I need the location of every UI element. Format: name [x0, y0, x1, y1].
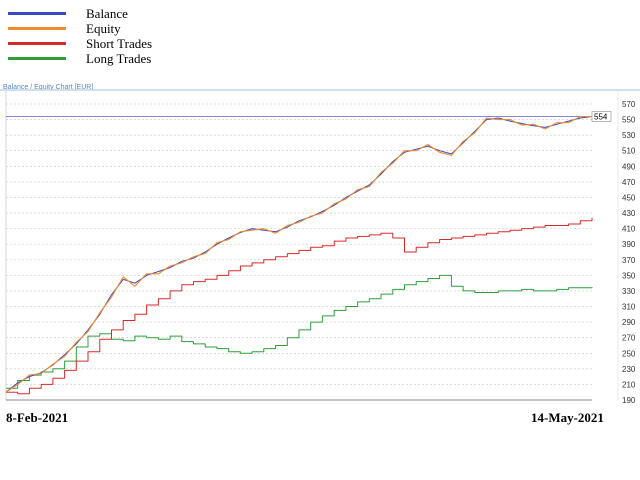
y-tick-label: 570 [622, 100, 636, 109]
y-tick-label: 310 [622, 303, 636, 312]
y-tick-label: 250 [622, 349, 636, 358]
legend-label-balance: Balance [86, 5, 128, 21]
series-line-short-trades [6, 217, 593, 395]
y-tick-label: 490 [622, 162, 636, 171]
current-value-marker: 554 [591, 111, 612, 122]
legend-item-equity: Equity [8, 21, 152, 36]
legend-swatch-short-trades [8, 42, 66, 45]
legend-label-equity: Equity [86, 20, 121, 36]
legend-item-balance: Balance [8, 6, 152, 21]
x-axis-start-date: 8-Feb-2021 [6, 410, 69, 425]
series-layer [5, 115, 593, 395]
y-tick-label: 270 [622, 334, 636, 343]
y-tick-label: 430 [622, 209, 636, 218]
current-value-label: 554 [594, 112, 608, 121]
legend-item-long-trades: Long Trades [8, 51, 152, 66]
y-tick-label: 370 [622, 256, 636, 265]
legend-swatch-equity [8, 27, 66, 30]
x-axis-end-date: 14-May-2021 [531, 410, 604, 425]
y-tick-label: 510 [622, 147, 636, 156]
series-line-balance [5, 116, 593, 393]
legend-item-short-trades: Short Trades [8, 36, 152, 51]
y-tick-label: 470 [622, 178, 636, 187]
y-tick-label: 290 [622, 318, 636, 327]
series-line-equity [5, 115, 592, 393]
y-tick-label: 390 [622, 240, 636, 249]
series-line-long-trades [6, 274, 593, 389]
legend-swatch-balance [8, 12, 66, 15]
y-tick-label: 210 [622, 380, 636, 389]
y-tick-label: 350 [622, 271, 636, 280]
y-tick-label: 190 [622, 396, 636, 405]
y-tick-label: 530 [622, 131, 636, 140]
chart-title: Balance / Equity Chart [EUR] [3, 84, 94, 91]
y-tick-label: 230 [622, 365, 636, 374]
current-value-box [591, 111, 612, 122]
y-tick-label: 450 [622, 193, 636, 202]
y-tick-label: 410 [622, 225, 636, 234]
legend-swatch-long-trades [8, 57, 66, 60]
y-tick-label: 330 [622, 287, 636, 296]
y-axis: 190 210 230 250 270 290 310 330 350 370 390 410 430 4… [5, 90, 636, 405]
y-tick-label: 550 [622, 116, 636, 125]
legend-label-long-trades: Long Trades [86, 50, 152, 66]
legend-label-short-trades: Short Trades [86, 35, 153, 51]
chart-legend: Balance Equity Short Trades Long Trades [8, 6, 152, 66]
